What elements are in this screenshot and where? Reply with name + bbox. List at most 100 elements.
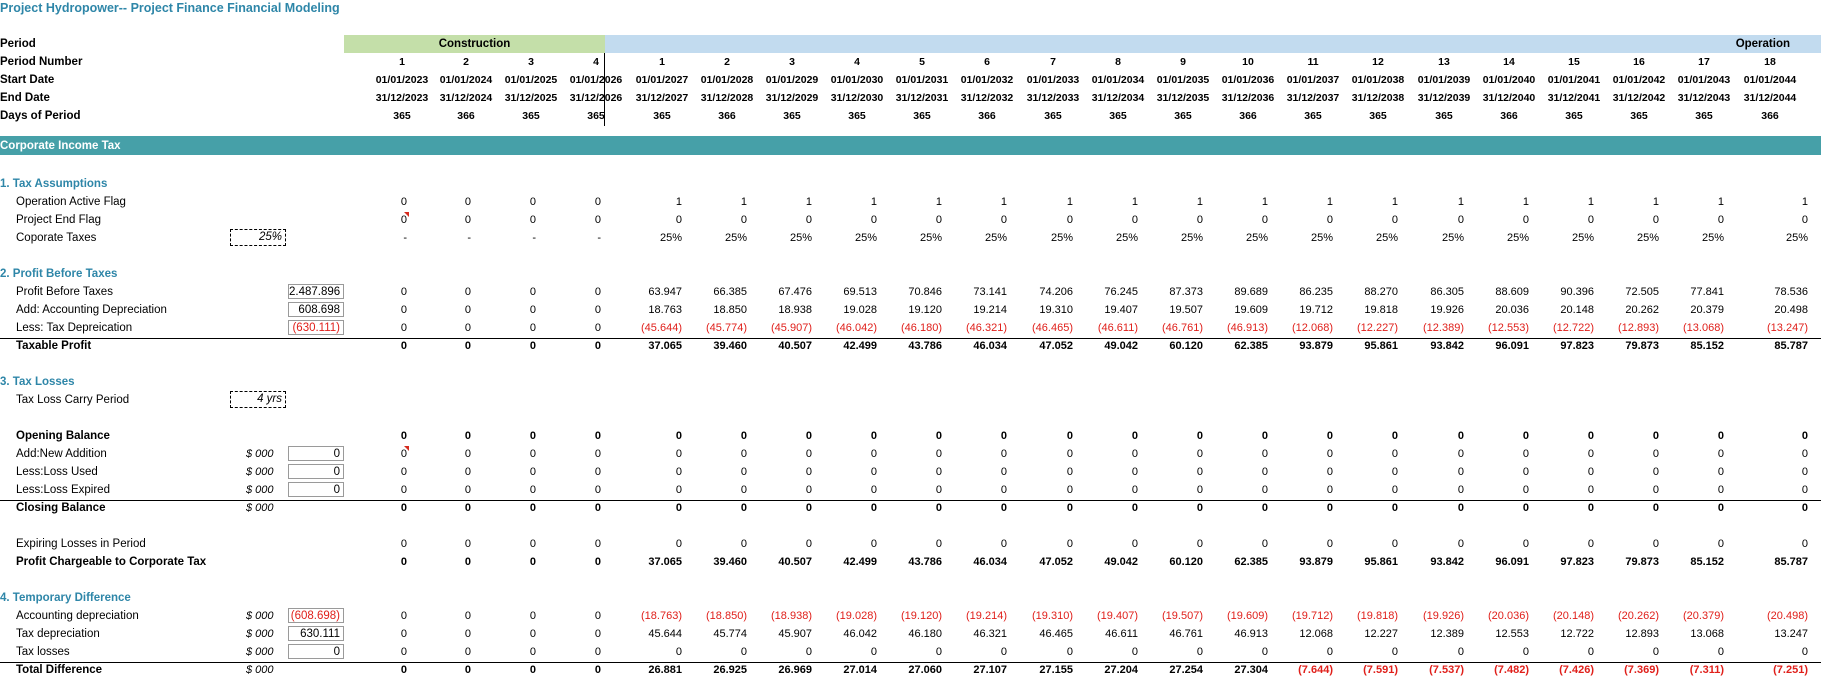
value-cell: (19.507)	[1162, 610, 1203, 622]
unit-label: $ 000	[246, 610, 274, 622]
value-cell: 0	[1196, 646, 1203, 658]
construction-label: Construction	[438, 38, 511, 50]
value-cell: (19.214)	[966, 610, 1007, 622]
value-cell: 0	[1391, 448, 1398, 460]
value-cell: 0	[1652, 538, 1659, 550]
period-number-cell: 5	[919, 56, 925, 68]
value-cell: 27.304	[1234, 664, 1268, 676]
value-cell: 0	[1717, 646, 1724, 658]
row-total-cell[interactable]: 0	[288, 644, 344, 659]
value-cell: 0	[1000, 538, 1007, 550]
value-cell: 0	[1587, 646, 1594, 658]
value-cell: 45.907	[778, 628, 812, 640]
value-cell: 0	[594, 610, 601, 622]
value-cell: 0	[1000, 430, 1007, 442]
value-cell: 19.028	[843, 304, 877, 316]
days-cell: 366	[1761, 110, 1779, 122]
days-cell: 365	[848, 110, 866, 122]
value-cell: 93.842	[1430, 556, 1464, 568]
value-cell: 0	[1587, 214, 1594, 226]
row-total-cell[interactable]: 2.487.896	[288, 284, 344, 299]
value-cell: 72.505	[1625, 286, 1659, 298]
row-total-cell[interactable]: 0	[288, 482, 344, 497]
value-cell: (12.389)	[1423, 322, 1464, 334]
value-cell: 0	[1391, 214, 1398, 226]
row-total-cell[interactable]: 608.698	[288, 302, 344, 317]
value-cell: 0	[1801, 448, 1808, 460]
end-date-cell: 31/12/2032	[960, 92, 1014, 104]
days-cell: 365	[783, 110, 801, 122]
value-cell: 0	[675, 430, 682, 442]
period-number-cell: 17	[1698, 56, 1710, 68]
value-cell: 27.204	[1104, 664, 1138, 676]
value-cell: 0	[1587, 484, 1594, 496]
value-cell: 1	[1801, 196, 1808, 208]
period-number-cell: 12	[1372, 56, 1384, 68]
value-cell: 0	[870, 448, 877, 460]
value-cell: 0	[594, 664, 601, 676]
operation-label: Operation	[1735, 38, 1790, 50]
value-cell: 0	[1652, 466, 1659, 478]
row-label: Tax losses	[16, 646, 70, 658]
days-cell: 365	[1304, 110, 1322, 122]
value-cell: 12.893	[1625, 628, 1659, 640]
value-cell: 19.818	[1364, 304, 1398, 316]
value-cell: 25%	[1245, 232, 1268, 244]
row-total-cell[interactable]: (630.111)	[288, 320, 344, 335]
value-cell: 0	[1717, 502, 1724, 514]
start-date-cell: 01/01/2032	[960, 74, 1014, 86]
value-cell: 60.120	[1169, 340, 1203, 352]
value-cell: 20.379	[1690, 304, 1724, 316]
value-cell: (19.310)	[1032, 610, 1073, 622]
value-cell: 46.761	[1169, 628, 1203, 640]
value-cell: 0	[400, 466, 407, 478]
value-cell: 0	[1196, 448, 1203, 460]
row-label: Profit Chargeable to Corporate Tax	[16, 556, 207, 568]
value-cell: 20.262	[1625, 304, 1659, 316]
value-cell: (19.818)	[1357, 610, 1398, 622]
tax-loss-carry-input[interactable]: 4 yrs	[230, 391, 286, 408]
value-cell: (7.644)	[1298, 664, 1333, 676]
row-total-cell[interactable]: 0	[288, 464, 344, 479]
row-total-cell[interactable]: 630.111	[288, 626, 344, 641]
value-cell: 0	[1000, 466, 1007, 478]
end-date-cell: 31/12/2027	[635, 92, 689, 104]
value-cell: 0	[805, 448, 812, 460]
value-cell: 0	[1131, 214, 1138, 226]
row-total-cell[interactable]: (608.698)	[288, 608, 344, 623]
value-cell: 27.254	[1169, 664, 1203, 676]
value-cell: (45.774)	[706, 322, 747, 334]
value-cell: 49.042	[1104, 556, 1138, 568]
period-number-cell: 8	[1115, 56, 1121, 68]
row-total-cell[interactable]: 0	[288, 446, 344, 461]
value-cell: 0	[1196, 214, 1203, 226]
value-cell: 0	[400, 556, 407, 568]
value-cell: 12.068	[1299, 628, 1333, 640]
value-cell: 0	[1522, 484, 1529, 496]
days-cell: 366	[978, 110, 996, 122]
value-cell: 0	[1391, 502, 1398, 514]
value-cell: 27.060	[908, 664, 942, 676]
value-cell: 69.513	[843, 286, 877, 298]
end-date-cell: 31/12/2036	[1221, 92, 1275, 104]
value-cell: 13.068	[1690, 628, 1724, 640]
coporate-tax-input[interactable]: 25%	[230, 229, 286, 246]
end-date-cell: 31/12/2044	[1743, 92, 1797, 104]
construction-band	[344, 35, 605, 53]
value-cell: 0	[805, 430, 812, 442]
value-cell: 20.036	[1495, 304, 1529, 316]
value-cell: 43.786	[908, 340, 942, 352]
value-cell: 0	[1717, 448, 1724, 460]
value-cell: 12.553	[1495, 628, 1529, 640]
value-cell: (18.938)	[771, 610, 812, 622]
row-label: Total Difference	[16, 664, 103, 676]
value-cell: 0	[1587, 430, 1594, 442]
end-date-cell: 31/12/2030	[830, 92, 884, 104]
value-cell: 86.235	[1299, 286, 1333, 298]
value-cell: 89.689	[1234, 286, 1268, 298]
value-cell: 1	[935, 196, 942, 208]
value-cell: 0	[675, 538, 682, 550]
value-cell: 1	[1652, 196, 1659, 208]
period-number-cell: 18	[1764, 56, 1776, 68]
end-date-cell: 31/12/2040	[1482, 92, 1536, 104]
